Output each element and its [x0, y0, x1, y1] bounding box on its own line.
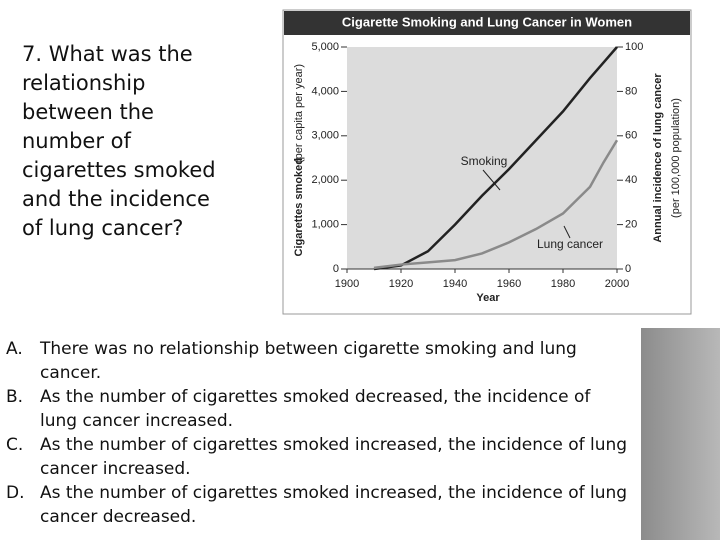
- y2-tick-label: 100: [625, 41, 643, 53]
- chart-title: Cigarette Smoking and Lung Cancer in Wom…: [342, 14, 632, 29]
- x-axis-label: Year: [476, 292, 500, 304]
- x-tick-label: 1920: [389, 278, 413, 290]
- y-axis-label: Cigarettes smoked: [293, 158, 305, 256]
- option: D. As the number of cigarettes smoked inc…: [6, 481, 631, 529]
- option-letter: A.: [6, 339, 23, 359]
- option: C. As the number of cigarettes smoked inc…: [6, 433, 631, 481]
- y2-tick-label: 40: [625, 174, 637, 186]
- option: B. As the number of cigarettes smoked dec…: [6, 385, 631, 433]
- y2-tick-label: 80: [625, 85, 637, 97]
- x-tick-label: 1940: [443, 278, 467, 290]
- y2-tick-label: 0: [625, 263, 631, 275]
- y2-tick-label: 60: [625, 130, 637, 142]
- y2-tick-label: 20: [625, 219, 637, 231]
- series-label: Smoking: [461, 154, 508, 168]
- y-tick-label: 2,000: [311, 174, 339, 186]
- y-tick-label: 0: [333, 263, 339, 275]
- x-tick-label: 1980: [551, 278, 575, 290]
- y-tick-label: 5,000: [311, 41, 339, 53]
- options: A. There was no relationship between ciga…: [6, 337, 631, 529]
- option: A. There was no relationship between ciga…: [6, 337, 631, 385]
- x-tick-label: 1960: [497, 278, 521, 290]
- option-letter: B.: [6, 387, 24, 407]
- option-letter: D.: [6, 483, 25, 503]
- x-tick-label: 2000: [605, 278, 629, 290]
- y-tick-label: 3,000: [311, 130, 339, 142]
- option-letter: C.: [6, 435, 24, 455]
- option-text: As the number of cigarettes smoked incre…: [40, 435, 628, 479]
- series-line: [373, 46, 618, 271]
- y2-axis-note: (per 100,000 population): [670, 98, 682, 218]
- title-bar: [284, 11, 690, 35]
- y-axis-note: (per capita per year): [293, 64, 305, 163]
- label-arrow: [482, 169, 501, 191]
- option-text: There was no relationship between cigare…: [40, 339, 577, 383]
- series-line: [373, 139, 619, 270]
- y-tick-label: 4,000: [311, 85, 339, 97]
- y2-axis-label: Annual incidence of lung cancer: [652, 73, 664, 243]
- label-arrow: [563, 225, 571, 239]
- option-text: As the number of cigarettes smoked incre…: [40, 483, 628, 527]
- y-tick-label: 1,000: [311, 219, 339, 231]
- question: 7. What was the relationship between the…: [22, 42, 216, 240]
- x-tick-label: 1900: [335, 278, 359, 290]
- series-label: Lung cancer: [537, 237, 603, 251]
- decor-stripe: [641, 328, 720, 540]
- option-text: As the number of cigarettes smoked decre…: [40, 387, 591, 431]
- plot-area: [347, 47, 617, 269]
